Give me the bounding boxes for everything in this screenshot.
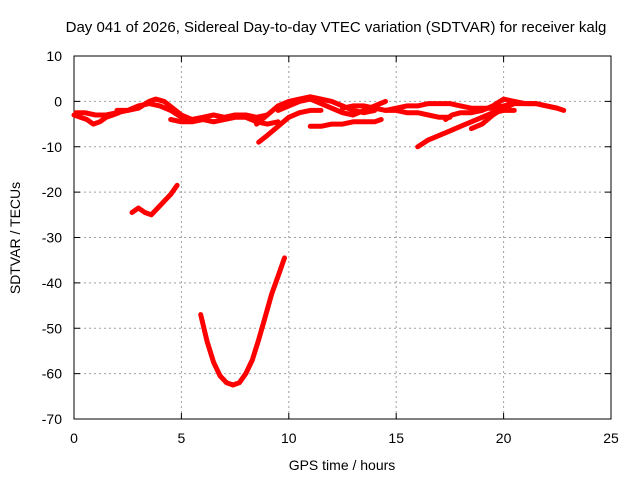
y-tick-label: -40: [42, 275, 62, 291]
x-tick-label: 15: [388, 430, 404, 446]
x-tick-label: 10: [281, 430, 297, 446]
series-arc-f: [256, 107, 324, 145]
series-group: [71, 94, 567, 388]
x-tick-label: 5: [178, 430, 186, 446]
y-tick-label: -70: [42, 411, 62, 427]
series-arc-e: [254, 94, 378, 127]
tick-labels: 0 5 10 15 20 25 10 0 -10 -20 -30 -40 -50 -60 -70: [42, 48, 619, 446]
y-tick-label: -10: [42, 139, 62, 155]
series-arc-l: [443, 96, 560, 122]
y-tick-label: 10: [46, 48, 62, 64]
axis-ticks: [73, 55, 612, 420]
series-arc-m: [468, 101, 517, 132]
y-axis-label: SDTVAR / TECUs: [7, 182, 23, 294]
series-arc-o: [198, 255, 287, 388]
x-tick-label: 25: [603, 430, 619, 446]
y-tick-label: -60: [42, 366, 62, 382]
y-tick-label: 0: [54, 93, 62, 109]
y-tick-label: -50: [42, 320, 62, 336]
series-arc-h: [307, 117, 384, 129]
series-arc-n: [129, 182, 180, 218]
chart-title: Day 041 of 2026, Sidereal Day-to-day VTE…: [66, 19, 607, 36]
y-tick-label: -20: [42, 184, 62, 200]
series-arc-j: [383, 107, 453, 120]
y-tick-label: -30: [42, 230, 62, 246]
x-tick-label: 0: [70, 430, 78, 446]
x-axis-label: GPS time / hours: [289, 457, 396, 473]
x-tick-label: 20: [496, 430, 512, 446]
